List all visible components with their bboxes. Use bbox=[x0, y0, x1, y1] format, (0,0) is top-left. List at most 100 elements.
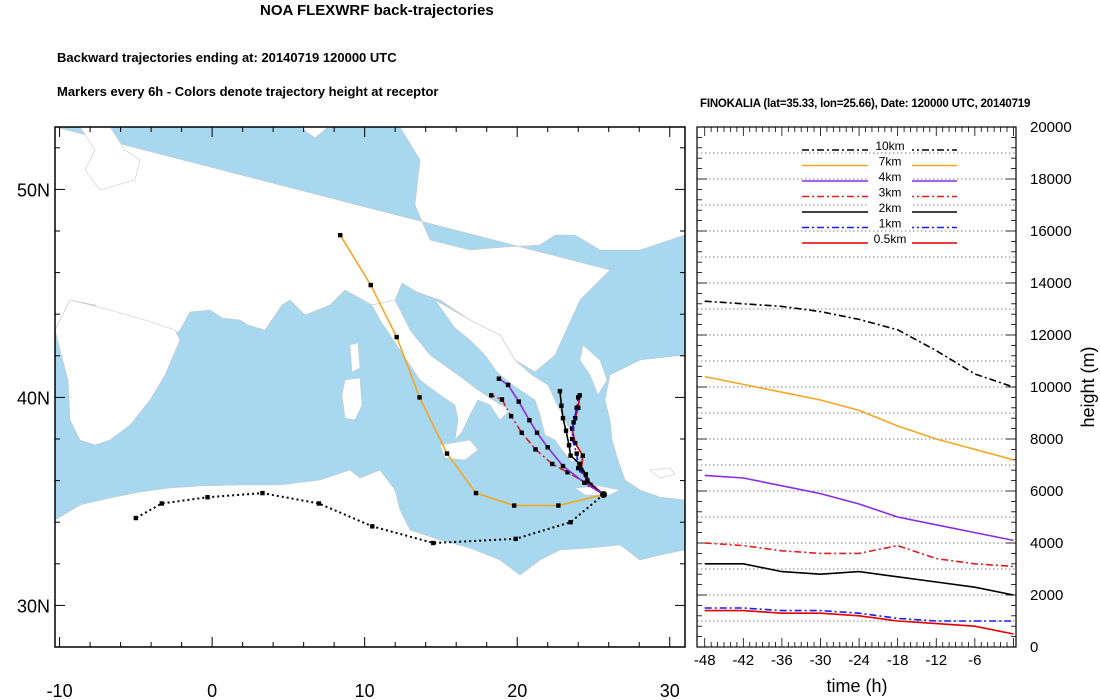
map-x-tick-label: 0 bbox=[207, 681, 217, 700]
map-x-tick-label: -10 bbox=[47, 681, 73, 700]
legend-label-2km: 2km bbox=[879, 201, 902, 215]
map-marker-10km bbox=[133, 515, 139, 521]
height-y-tick-label: 14000 bbox=[1030, 275, 1072, 292]
map-marker-2km bbox=[560, 416, 566, 421]
y-axis-label: height (m) bbox=[1078, 346, 1098, 427]
map-marker-3km bbox=[499, 397, 505, 402]
subtitle-end-time: Backward trajectories ending at: 2014071… bbox=[57, 50, 397, 65]
legend-label-bg bbox=[868, 235, 912, 244]
land-sicily bbox=[439, 439, 479, 461]
height-line-10km bbox=[704, 300, 1014, 388]
x-axis-label: time (h) bbox=[826, 676, 887, 696]
map-y-tick-label: 30N bbox=[17, 596, 50, 616]
height-chart-title: FINOKALIA (lat=35.33, lon=25.66), Date: … bbox=[700, 98, 1031, 110]
map-marker-10km bbox=[260, 490, 265, 496]
map-marker-2km bbox=[588, 482, 593, 487]
map-marker-3km bbox=[519, 430, 524, 435]
map-marker-2km bbox=[559, 403, 564, 408]
land-cyprus bbox=[649, 467, 676, 479]
map-marker-10km bbox=[159, 501, 164, 506]
land-north-africa bbox=[55, 469, 685, 647]
height-x-tick-label: -42 bbox=[732, 652, 754, 669]
height-line-3km bbox=[704, 542, 1014, 568]
map-trajectories bbox=[133, 232, 608, 546]
height-x-tick-label: -6 bbox=[968, 652, 981, 669]
map-marker-10km bbox=[513, 536, 518, 542]
map-marker-4km bbox=[496, 376, 502, 381]
legend-label-bg bbox=[868, 204, 912, 213]
map-marker-2km bbox=[583, 472, 589, 477]
height-y-tick-label: 20000 bbox=[1030, 119, 1072, 136]
map-marker-7km bbox=[394, 334, 399, 340]
map-marker-7km bbox=[473, 490, 479, 496]
legend-label-bg bbox=[868, 173, 912, 182]
height-x-tick-label: -12 bbox=[925, 652, 947, 669]
map-marker-1km bbox=[569, 436, 575, 442]
map-marker-10km bbox=[316, 501, 322, 506]
map-x-tick-label: 10 bbox=[355, 681, 375, 700]
map-trajectory-1km bbox=[571, 397, 605, 496]
map-marker-1km bbox=[574, 405, 579, 410]
page-title: NOA FLEXWRF back-trajectories bbox=[260, 2, 494, 19]
map-marker-1km bbox=[576, 465, 581, 471]
height-x-tick-label: -18 bbox=[887, 652, 909, 669]
map-marker-4km bbox=[560, 463, 566, 469]
map-marker-3km bbox=[550, 461, 555, 467]
land-corsica bbox=[349, 342, 361, 373]
map-marker-0.5km bbox=[579, 468, 584, 473]
height-y-tick-label: 12000 bbox=[1030, 327, 1072, 344]
height-x-tick-label: -48 bbox=[694, 652, 716, 669]
height-line-1km bbox=[704, 607, 1014, 622]
legend-label-3km: 3km bbox=[879, 186, 902, 200]
map-marker-10km bbox=[205, 495, 210, 500]
map-marker-7km bbox=[511, 503, 517, 508]
height-chart: -48 -42 -36 -30 -24 -18 -12 -6 0 2000 4000 6000 8000… bbox=[694, 119, 1098, 696]
subtitle-markers-note: Markers every 6h - Colors denote traject… bbox=[57, 84, 439, 99]
map-x-tick-label: 20 bbox=[507, 681, 527, 700]
map-marker-7km bbox=[444, 451, 450, 456]
height-x-tick-label: -30 bbox=[810, 652, 832, 669]
height-y-tick-label: 0 bbox=[1030, 639, 1038, 656]
map-marker-4km bbox=[505, 382, 511, 388]
map-marker-10km bbox=[431, 540, 436, 546]
legend-label-1km: 1km bbox=[879, 217, 902, 231]
height-y-tick-label: 8000 bbox=[1030, 431, 1063, 448]
height-y-tick-label: 18000 bbox=[1030, 171, 1072, 188]
land-britain bbox=[79, 127, 141, 191]
map-marker-0.5km bbox=[580, 453, 585, 458]
map-marker-4km bbox=[527, 418, 532, 423]
map-marker-2km bbox=[557, 388, 563, 394]
map-marker-1km bbox=[576, 395, 581, 400]
trajectory-map: -10 0 10 20 30 30N 40N 50N bbox=[17, 126, 686, 700]
map-marker-10km bbox=[370, 524, 375, 529]
map-marker-7km bbox=[338, 232, 343, 238]
map-marker-1km bbox=[571, 420, 576, 425]
height-y-tick-label: 4000 bbox=[1030, 535, 1063, 552]
legend-label-10km: 10km bbox=[875, 139, 904, 153]
legend-label-7km: 7km bbox=[879, 155, 902, 169]
land-italy bbox=[371, 299, 511, 441]
map-trajectory-2km bbox=[559, 391, 605, 496]
map-axes: -10 0 10 20 30 30N 40N 50N bbox=[17, 127, 685, 700]
receptor-marker bbox=[600, 491, 608, 499]
map-marker-10km bbox=[568, 520, 573, 525]
height-x-tick-label: -24 bbox=[848, 652, 870, 669]
legend-label-bg bbox=[868, 142, 912, 151]
map-y-tick-label: 40N bbox=[17, 388, 50, 408]
height-y-tick-label: 10000 bbox=[1030, 379, 1072, 396]
height-y-tick-label: 6000 bbox=[1030, 483, 1063, 500]
map-marker-4km bbox=[582, 480, 587, 485]
map-y-tick-label: 50N bbox=[17, 180, 50, 200]
map-marker-4km bbox=[545, 445, 550, 450]
legend-label-bg bbox=[868, 219, 912, 229]
height-line-4km bbox=[704, 474, 1014, 542]
land-turkey bbox=[604, 354, 685, 501]
map-marker-4km bbox=[534, 430, 540, 435]
map-marker-3km bbox=[489, 393, 494, 398]
map-frame bbox=[54, 126, 686, 648]
map-marker-3km bbox=[565, 470, 570, 475]
height-line-2km bbox=[704, 562, 1014, 596]
map-marker-7km bbox=[368, 282, 373, 288]
